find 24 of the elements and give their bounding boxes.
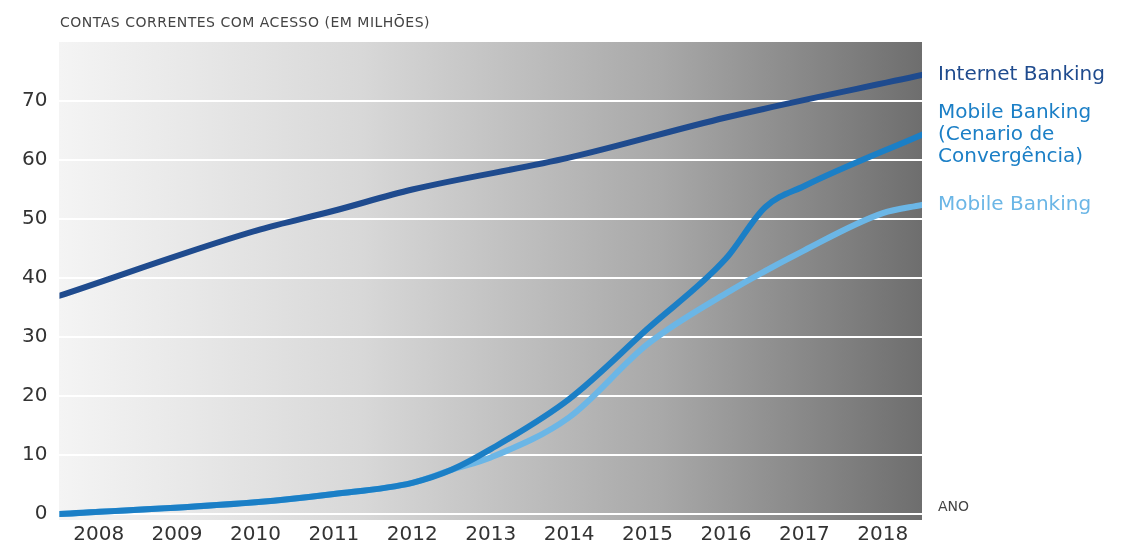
y-tick-label: 70	[22, 87, 48, 112]
x-tick-label: 2014	[543, 521, 595, 546]
x-tick-label: 2016	[700, 521, 752, 546]
series-label: Mobile Banking (Cenario de Convergência)	[938, 98, 1092, 167]
y-tick-label: 10	[22, 441, 48, 466]
y-tick-label: 0	[34, 500, 48, 525]
x-tick-label: 2010	[230, 521, 281, 546]
y-axis-title: CONTAS CORRENTES COM ACESSO (EM MILHÕES)	[60, 14, 431, 30]
x-tick-label: 2011	[308, 521, 360, 546]
y-tick-label: 20	[22, 382, 48, 407]
x-tick-label: 2009	[151, 521, 203, 546]
series-label: Internet Banking	[938, 61, 1105, 86]
y-tick-label: 40	[22, 264, 48, 289]
x-tick-label: 2012	[386, 521, 438, 546]
y-tick-label: 30	[22, 323, 48, 348]
x-tick-label: 2017	[778, 521, 830, 546]
x-axis-title: ANO	[938, 498, 970, 514]
y-tick-label: 60	[22, 146, 48, 171]
x-tick-label: 2008	[73, 521, 125, 546]
x-tick-label: 2018	[857, 521, 909, 546]
series-label: Mobile Banking	[938, 191, 1092, 216]
x-tick-label: 2015	[622, 521, 674, 546]
x-tick-label: 2013	[465, 521, 517, 546]
y-tick-label: 50	[22, 205, 48, 230]
